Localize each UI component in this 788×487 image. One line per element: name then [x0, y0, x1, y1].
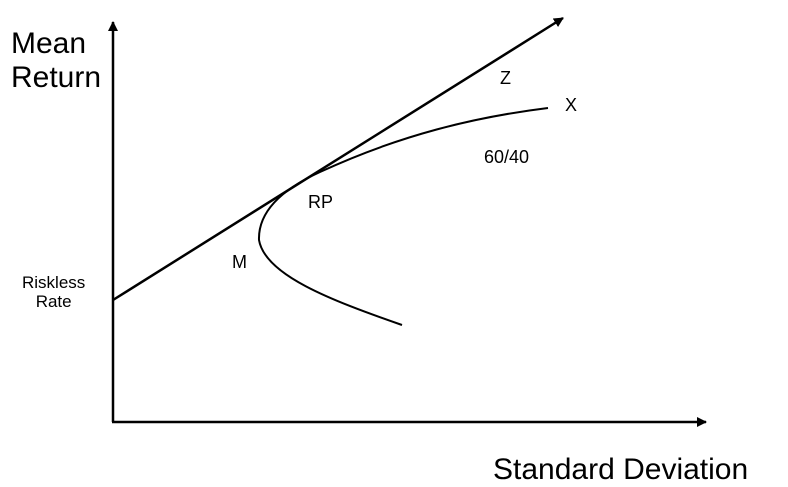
point-z-label: Z — [500, 68, 511, 88]
y-axis-label-line-1: Mean — [11, 27, 87, 60]
point-m-label: M — [232, 252, 247, 272]
riskless-rate-line-2: Rate — [35, 292, 72, 312]
point-x-label: X — [565, 95, 578, 115]
capital-market-line — [112, 16, 564, 302]
y-axis-label: Mean Return — [11, 27, 101, 94]
efficient-frontier-curve — [257, 107, 549, 326]
point-rp-label: RP — [308, 192, 334, 212]
y-axis-label-line-2: Return — [11, 60, 102, 94]
x-axis-label: Standard Deviation — [493, 453, 749, 486]
riskless-rate-line-1: Riskless — [22, 273, 86, 292]
riskless-rate-label: Riskless Rate — [22, 273, 85, 311]
point-60-40-label: 60/40 — [484, 147, 530, 167]
